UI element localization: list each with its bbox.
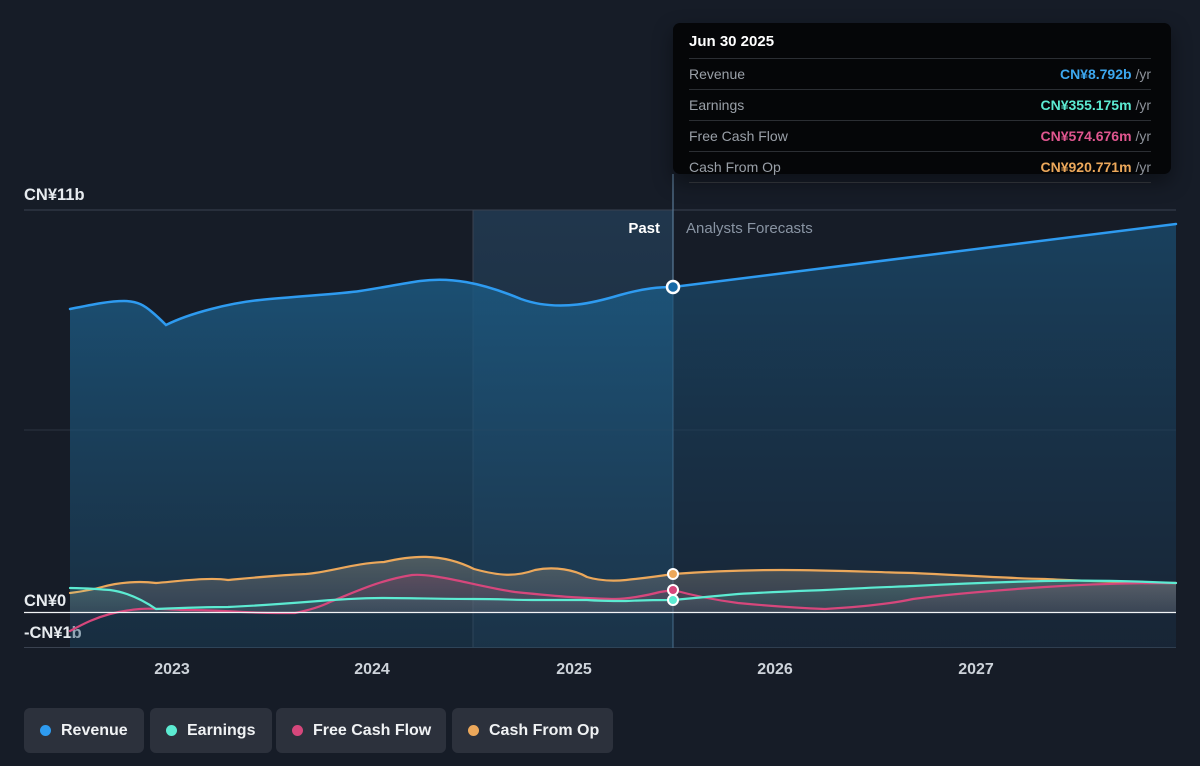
svg-text:2024: 2024 <box>354 661 390 678</box>
svg-text:CN¥0: CN¥0 <box>24 592 66 610</box>
svg-text:2027: 2027 <box>958 661 994 678</box>
svg-text:2025: 2025 <box>556 661 592 678</box>
svg-text:2023: 2023 <box>154 661 190 678</box>
svg-text:Past: Past <box>628 220 660 237</box>
svg-text:2026: 2026 <box>757 661 793 678</box>
svg-text:CN¥11b: CN¥11b <box>24 186 85 204</box>
svg-text:Analysts Forecasts: Analysts Forecasts <box>686 220 813 237</box>
